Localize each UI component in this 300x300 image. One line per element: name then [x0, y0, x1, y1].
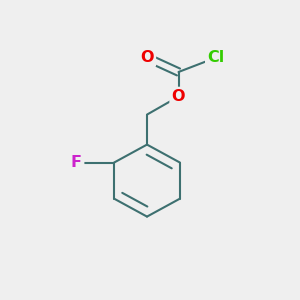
Text: O: O: [140, 50, 154, 65]
Text: O: O: [172, 89, 185, 104]
Text: Cl: Cl: [207, 50, 225, 65]
Text: F: F: [71, 155, 82, 170]
